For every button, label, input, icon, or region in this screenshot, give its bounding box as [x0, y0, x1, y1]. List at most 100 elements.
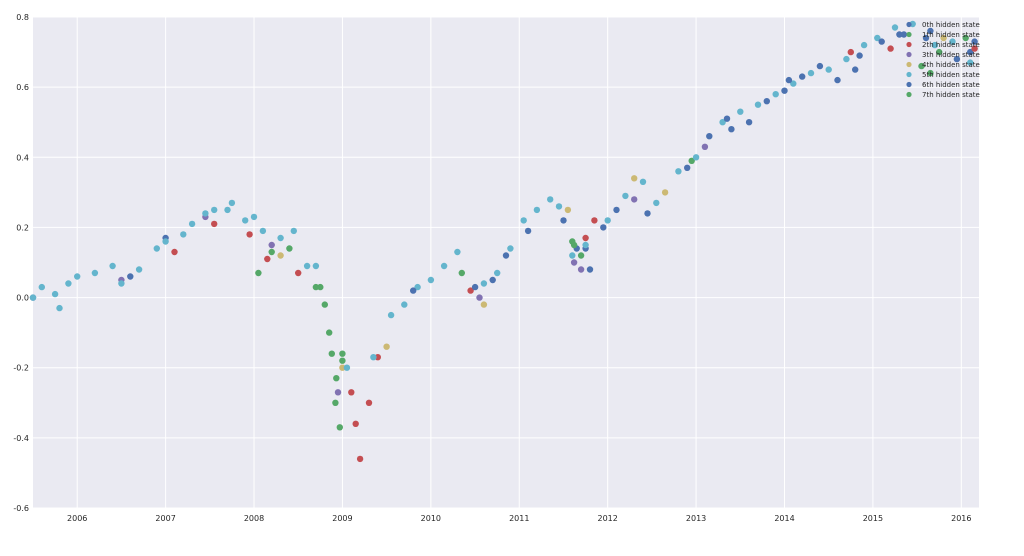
data-point	[476, 294, 483, 301]
data-point	[843, 55, 850, 63]
data-point	[644, 210, 651, 217]
data-point	[286, 245, 293, 252]
data-point	[613, 206, 620, 214]
data-point	[860, 41, 868, 49]
data-point	[224, 206, 231, 214]
x-tick-label: 2011	[509, 514, 529, 523]
data-point	[520, 217, 527, 224]
data-point	[410, 287, 417, 294]
data-point	[312, 262, 320, 270]
legend-marker	[906, 71, 912, 78]
data-point	[971, 45, 978, 52]
data-point	[414, 283, 421, 291]
data-point	[896, 31, 903, 38]
data-point	[38, 283, 45, 291]
data-point	[74, 273, 81, 280]
series-6-points	[410, 31, 978, 294]
data-point	[374, 354, 381, 361]
series-7-points	[268, 69, 934, 382]
x-tick-label: 2006	[67, 514, 87, 523]
data-point	[874, 34, 881, 42]
data-point	[737, 108, 744, 115]
data-point	[570, 241, 578, 249]
data-point	[334, 389, 342, 396]
y-tick-label: -0.6	[13, 504, 29, 513]
data-point	[268, 248, 275, 256]
data-point	[582, 234, 589, 242]
data-point	[847, 48, 854, 56]
data-point	[967, 48, 974, 56]
grid-lines	[33, 16, 979, 509]
data-point	[927, 69, 934, 77]
data-point	[692, 154, 700, 161]
data-point	[887, 45, 894, 52]
data-point	[555, 203, 563, 210]
legend-marker	[906, 31, 912, 38]
data-point	[653, 199, 660, 207]
data-point	[29, 294, 37, 301]
data-point	[936, 48, 943, 56]
data-point	[900, 31, 908, 38]
data-point	[701, 143, 709, 150]
legend-marker	[906, 41, 912, 48]
data-point	[745, 119, 753, 126]
y-tick-label: -0.2	[13, 364, 29, 373]
data-point	[547, 196, 554, 203]
x-tick-label: 2015	[863, 514, 883, 523]
data-point	[577, 252, 585, 259]
data-point	[454, 248, 461, 256]
legend-label: 5th hidden state	[922, 71, 980, 79]
plot-area	[33, 17, 979, 508]
data-point	[949, 38, 956, 45]
data-point	[577, 266, 585, 273]
data-point	[332, 399, 339, 406]
data-point	[277, 252, 284, 259]
data-point	[962, 34, 969, 42]
legend-label: 1th hidden state	[922, 31, 980, 39]
data-point	[591, 217, 598, 224]
data-point	[922, 34, 930, 42]
data-point	[675, 168, 682, 175]
legend-label: 3th hidden state	[922, 51, 980, 59]
data-point	[754, 101, 762, 108]
data-point	[65, 280, 72, 287]
data-point	[706, 133, 713, 140]
data-point	[931, 41, 938, 49]
data-point	[339, 350, 346, 357]
legend-label: 6th hidden state	[922, 81, 980, 89]
data-point	[365, 399, 373, 406]
data-point	[51, 290, 59, 298]
data-point	[856, 52, 863, 59]
data-point	[631, 196, 638, 203]
data-point	[480, 280, 488, 287]
data-point	[569, 252, 576, 259]
data-point	[489, 276, 496, 284]
data-point	[356, 455, 364, 463]
data-point	[326, 329, 333, 336]
data-point	[109, 262, 116, 270]
data-point	[277, 234, 284, 242]
legend-marker	[906, 51, 912, 58]
data-point	[940, 34, 947, 42]
data-point	[153, 245, 160, 252]
y-tick-label: 0.2	[16, 223, 29, 232]
data-point	[570, 259, 578, 266]
data-point	[494, 269, 501, 277]
legend-marker	[906, 21, 912, 28]
data-point	[600, 224, 607, 231]
data-point	[661, 189, 669, 196]
x-tick-label: 2016	[951, 514, 971, 523]
y-tick-label: 0.0	[16, 294, 29, 303]
data-point	[688, 157, 695, 164]
data-point	[467, 287, 474, 294]
data-point	[352, 420, 359, 427]
legend-marker	[906, 61, 912, 68]
data-point	[370, 354, 377, 361]
series-4-points	[277, 34, 947, 371]
data-point	[348, 389, 355, 396]
data-point	[171, 248, 178, 256]
data-point	[684, 164, 691, 171]
data-point	[127, 273, 134, 280]
legend: 0th hidden state 1th hidden state 2th hidd…	[906, 21, 980, 99]
